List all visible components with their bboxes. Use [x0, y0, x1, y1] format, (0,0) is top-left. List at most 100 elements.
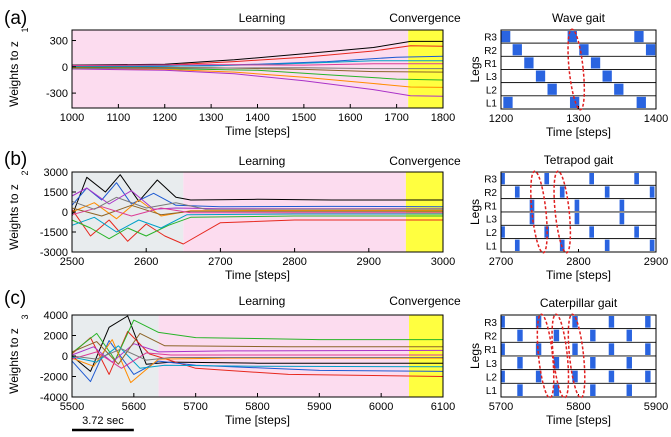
- series-w8: [71, 204, 443, 217]
- y-axis-label: Legs: [468, 199, 482, 225]
- gait-diagram-wave: R3 R2 R1 L3 L2 L1 1200 1300 1400 Wave gait Time [s…: [468, 11, 668, 139]
- x-tick-label: 2900: [357, 256, 381, 268]
- panel-label-c: (c): [4, 288, 26, 309]
- weights-plot-c: 5500 5600 5700 5800 5900 6000 6100 -4000 -2000 0 2…: [7, 294, 461, 427]
- region-convergence: [405, 172, 443, 252]
- series-w9: [71, 63, 443, 66]
- scale-bar-label: 3.72 sec: [82, 415, 124, 427]
- leg-label-R2: R2: [484, 332, 497, 343]
- x-tick-label: 5500: [60, 401, 84, 413]
- y-tick-label: -2000: [40, 372, 68, 384]
- panel-label-b: (b): [4, 149, 27, 170]
- series-w10: [71, 348, 443, 361]
- leg-label-R1: R1: [484, 201, 497, 212]
- x-axis-label: Time [steps]: [225, 268, 290, 282]
- leg-label-L3: L3: [486, 359, 498, 370]
- x-axis-label: Time [steps]: [546, 268, 611, 282]
- stance-block-R2: [512, 44, 522, 56]
- y-axis-subscript: 3: [20, 314, 30, 319]
- region-learning: [158, 315, 409, 397]
- convergence-label: Convergence: [389, 154, 461, 168]
- stance-block-R2: [514, 186, 520, 198]
- stance-block-L2: [608, 370, 615, 383]
- gait-row: [500, 171, 657, 186]
- stance-block-R1: [524, 57, 534, 69]
- stance-block-R2: [579, 44, 589, 56]
- gait-diagram-tetrapod: R3 R2 R1 L3 L2 L1 2700 2800 2900 Tetrapod gait Tim…: [468, 153, 668, 282]
- x-tick-label: 5900: [307, 401, 331, 413]
- y-tick-label: 2000: [44, 331, 68, 343]
- stance-block-L2: [589, 226, 594, 238]
- x-tick-label: 5700: [183, 401, 207, 413]
- stance-block-R1: [619, 199, 625, 211]
- gait-row: [500, 184, 657, 200]
- stance-block-L1: [514, 239, 520, 251]
- x-tick-label: 1000: [60, 112, 84, 124]
- y-tick-label: 3000: [44, 167, 68, 179]
- phase-marker-ellipse: [567, 313, 586, 399]
- stance-block-R2: [604, 186, 610, 198]
- y-axis-subscript: 2: [20, 170, 30, 175]
- scale-bar: 3.72 sec: [72, 415, 134, 432]
- series-w10: [71, 67, 443, 70]
- phase-marker-ellipse: [551, 313, 570, 399]
- x-tick-label: 2900: [644, 256, 668, 268]
- stance-block-R2: [645, 44, 656, 56]
- stance-block-L3: [574, 213, 580, 225]
- stance-block-L2: [634, 226, 639, 238]
- stance-block-R3: [589, 173, 594, 185]
- phase-marker-ellipse: [530, 170, 548, 254]
- y-axis-label: Legs: [468, 343, 482, 369]
- stance-block-L3: [619, 213, 625, 225]
- series-w1: [71, 40, 443, 66]
- stance-block-L2: [535, 370, 542, 383]
- x-tick-label: 1700: [384, 112, 408, 124]
- leg-label-R2: R2: [484, 46, 497, 57]
- stance-block-L1: [649, 239, 655, 251]
- stance-block-L3: [602, 70, 612, 82]
- leg-label-R2: R2: [484, 188, 497, 199]
- leg-label-L2: L2: [486, 228, 498, 239]
- gait-row: [500, 341, 657, 357]
- stance-block-L2: [547, 83, 557, 95]
- learning-label: Learning: [239, 11, 286, 25]
- stance-block-R1: [572, 343, 578, 355]
- x-axis-label: Time [steps]: [225, 124, 290, 138]
- x-tick-label: 1800: [431, 112, 455, 124]
- stance-block-R3: [608, 316, 615, 328]
- stance-block-R1: [608, 343, 615, 355]
- gait-row: [500, 355, 657, 371]
- x-tick-label: 1500: [292, 112, 316, 124]
- x-tick-label: 2700: [489, 256, 513, 268]
- y-tick-label: -300: [46, 88, 68, 100]
- stance-block-R1: [590, 57, 601, 69]
- stance-block-L1: [604, 239, 610, 251]
- stance-block-L2: [501, 370, 505, 383]
- stance-block-R2: [649, 186, 655, 198]
- y-axis-label: Legs: [468, 56, 482, 82]
- x-tick-label: 1100: [107, 112, 131, 124]
- stance-block-L2: [501, 226, 505, 238]
- x-tick-label: 5900: [644, 401, 668, 413]
- stance-block-R2: [553, 329, 560, 342]
- stance-block-R3: [634, 173, 639, 185]
- y-tick-label: 0: [62, 62, 68, 74]
- series-w7: [71, 345, 444, 369]
- x-tick-label: 1600: [338, 112, 362, 124]
- series-w7: [71, 60, 443, 67]
- x-tick-label: 1200: [489, 113, 513, 125]
- series-w8: [71, 66, 444, 73]
- leg-label-R1: R1: [484, 345, 497, 356]
- series-w10: [71, 196, 443, 210]
- leg-label-R3: R3: [484, 175, 497, 186]
- series-w5: [71, 67, 444, 88]
- stance-block-L1: [590, 384, 596, 396]
- x-tick-label: 1300: [566, 113, 590, 125]
- gait-diagram-caterpillar: R3 R2 R1 L3 L2 L1 5700 5800 5900 Caterpillar gait…: [468, 296, 668, 427]
- stance-block-R3: [645, 316, 651, 328]
- weights-plot-b: 2500 2600 2700 2800 2900 3000 -3000 -1500 0 1500 3…: [7, 154, 461, 282]
- series-w5: [71, 339, 443, 384]
- x-axis-label: Time [steps]: [225, 413, 290, 427]
- x-tick-label: 1400: [245, 112, 269, 124]
- stance-block-L1: [636, 96, 646, 108]
